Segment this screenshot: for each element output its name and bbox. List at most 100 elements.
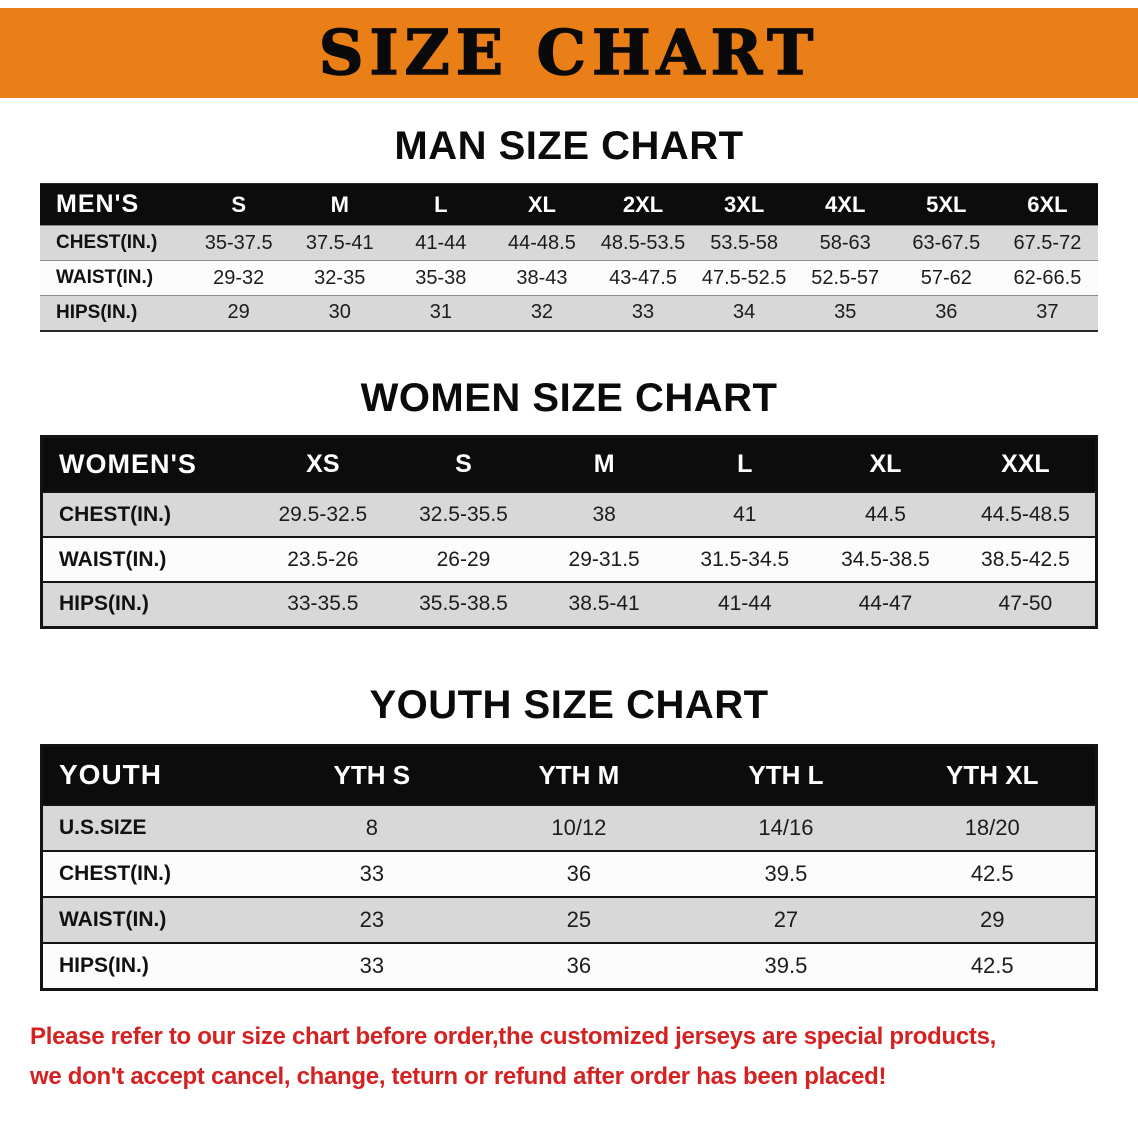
measurement-value-cell: 29.5-32.5: [278, 502, 368, 526]
measurement-value-cell: 25: [566, 907, 592, 932]
measurement-label-cell: HIPS(IN.): [56, 301, 138, 323]
size-label-cell: S: [393, 436, 534, 492]
measurement-value-cell: 41: [733, 502, 757, 526]
measurement-value-cell: 30: [328, 301, 351, 324]
measurement-value-cell: 8: [365, 815, 378, 840]
measurement-value-cell: 29: [979, 907, 1005, 932]
measurement-value-cell: 48.5-53.5: [600, 231, 686, 254]
measurement-label-cell: WAIST(IN.): [59, 547, 167, 571]
banner: SIZE CHART: [0, 8, 1138, 98]
measurement-value-cell: 23: [359, 907, 385, 932]
measurement-value-cell: 37.5-41: [305, 231, 374, 254]
measurement-value-cell: 39.5: [764, 952, 808, 978]
table-title-cell: MEN'S: [40, 183, 189, 226]
measurement-row: HIPS(IN.) 33 36 39.5 42.5: [41, 943, 1097, 989]
measurement-value-cell: 44.5-48.5: [981, 502, 1070, 526]
size-label-cell: 6XL: [996, 183, 1098, 226]
size-label-cell: YTH L: [682, 745, 890, 805]
measurement-value-cell: 53.5-58: [710, 231, 779, 254]
size-label-cell: 2XL: [592, 183, 694, 226]
measurement-label-cell: WAIST(IN.): [59, 908, 167, 931]
measurement-value-cell: 32-35: [314, 266, 366, 289]
measurement-value-cell: 44-48.5: [508, 231, 576, 254]
measurement-value-cell: 47-50: [998, 592, 1053, 616]
measurement-label-cell: CHEST(IN.): [56, 232, 158, 253]
size-label-cell: XXL: [955, 436, 1097, 492]
women-size-heading: WOMEN SIZE CHART: [360, 375, 778, 420]
measurement-value-cell: 33-35.5: [287, 592, 359, 616]
size-chart-page: SIZE CHART MAN SIZE CHART MEN'S S M L XL 2XL 3…: [0, 8, 1138, 1140]
measurement-value-cell: 39.5: [764, 861, 808, 886]
measurement-value-cell: 67.5-72: [1013, 231, 1082, 254]
measurement-value-cell: 36: [566, 952, 592, 978]
measurement-row: HIPS(IN.) 33-35.5 35.5-38.5 38.5-41 41-44 44-…: [41, 582, 1097, 627]
man-size-section: MAN SIZE CHART MEN'S S M L XL 2XL 3XL 4XL 5XL 6XL…: [0, 124, 1138, 332]
measurement-value-cell: 37: [1036, 301, 1059, 324]
youth-size-section: YOUTH SIZE CHART YOUTH YTH S YTH M YTH L YTH…: [0, 683, 1138, 991]
youth-size-heading: YOUTH SIZE CHART: [369, 682, 769, 727]
measurement-label-cell: U.S.SIZE: [59, 816, 147, 839]
measurement-value-cell: 38-43: [516, 266, 568, 289]
measurement-value-cell: 29: [227, 301, 250, 324]
size-label-cell: M: [289, 183, 391, 226]
measurement-row: WAIST(IN.) 29-32 32-35 35-38 38-43 43-47.5 47.…: [40, 260, 1098, 296]
measurement-value-cell: 57-62: [920, 266, 972, 289]
measurement-value-cell: 26-29: [436, 547, 491, 571]
measurement-value-cell: 29-32: [213, 266, 265, 289]
table-title-cell: YOUTH: [41, 745, 269, 805]
measurement-value-cell: 58-63: [819, 231, 871, 254]
measurement-label-cell: CHEST(IN.): [59, 502, 171, 526]
size-label-cell: XS: [252, 436, 394, 492]
measurement-row: CHEST(IN.) 29.5-32.5 32.5-35.5 38 41 44.5 44.5…: [41, 492, 1097, 537]
measurement-value-cell: 29-31.5: [568, 547, 640, 571]
measurement-value-cell: 33: [631, 301, 655, 324]
measurement-label-cell: CHEST(IN.): [59, 862, 171, 885]
measurement-value-cell: 43-47.5: [609, 266, 677, 289]
size-label-cell: 3XL: [693, 183, 795, 226]
size-header-row: MEN'S S M L XL 2XL 3XL 4XL 5XL 6XL: [40, 183, 1098, 226]
measurement-value-cell: 10/12: [551, 815, 607, 840]
measurement-value-cell: 47.5-52.5: [701, 266, 787, 289]
size-label-cell: L: [390, 183, 492, 226]
size-label-cell: 4XL: [794, 183, 896, 226]
measurement-value-cell: 35.5-38.5: [419, 592, 508, 616]
size-label-cell: YTH M: [475, 745, 683, 805]
women-size-table: WOMEN'S XS S M L XL XXL CHEST(IN.) 29.5-32.5 32.5…: [40, 434, 1098, 629]
measurement-value-cell: 14/16: [758, 815, 814, 840]
measurement-value-cell: 41-44: [415, 231, 467, 254]
disclaimer: Please refer to our size chart before or…: [30, 1017, 1108, 1097]
measurement-value-cell: 18/20: [964, 815, 1020, 840]
size-label-cell: YTH XL: [889, 745, 1097, 805]
measurement-label-cell: HIPS(IN.): [59, 953, 149, 977]
measurement-row: CHEST(IN.) 33 36 39.5 42.5: [41, 851, 1097, 897]
measurement-value-cell: 32: [530, 301, 554, 324]
measurement-value-cell: 33: [359, 861, 385, 886]
size-header-row: WOMEN'S XS S M L XL XXL: [41, 436, 1097, 492]
measurement-value-cell: 42.5: [970, 861, 1014, 886]
size-label-cell: XL: [491, 183, 593, 226]
measurement-value-cell: 35-37.5: [204, 231, 273, 254]
measurement-value-cell: 34: [733, 301, 756, 324]
size-label-cell: 5XL: [895, 183, 997, 226]
measurement-value-cell: 42.5: [970, 952, 1014, 978]
measurement-value-cell: 35: [834, 301, 857, 324]
man-size-table: MEN'S S M L XL 2XL 3XL 4XL 5XL 6XL CHEST(IN.) 35-37…: [40, 183, 1098, 332]
measurement-value-cell: 52.5-57: [811, 266, 880, 289]
measurement-value-cell: 32.5-35.5: [419, 502, 508, 526]
table-title-cell: WOMEN'S: [41, 436, 253, 492]
disclaimer-line-1: Please refer to our size chart before or…: [30, 1022, 996, 1050]
measurement-value-cell: 38.5-41: [568, 592, 640, 616]
measurement-value-cell: 38.5-42.5: [981, 547, 1070, 571]
measurement-value-cell: 36: [566, 861, 592, 886]
measurement-row: HIPS(IN.) 29 30 31 32 33 34 35 36 37: [40, 295, 1098, 331]
measurement-label-cell: WAIST(IN.): [56, 267, 154, 288]
measurement-row: WAIST(IN.) 23.5-26 26-29 29-31.5 31.5-34.5 34…: [41, 537, 1097, 582]
measurement-value-cell: 62-66.5: [1013, 266, 1082, 289]
size-label-cell: XL: [815, 436, 956, 492]
measurement-row: WAIST(IN.) 23 25 27 29: [41, 897, 1097, 943]
measurement-value-cell: 41-44: [717, 592, 772, 616]
size-label-cell: S: [188, 183, 290, 226]
size-label-cell: M: [533, 436, 675, 492]
measurement-value-cell: 36: [935, 301, 958, 324]
measurement-value-cell: 33: [359, 952, 385, 978]
